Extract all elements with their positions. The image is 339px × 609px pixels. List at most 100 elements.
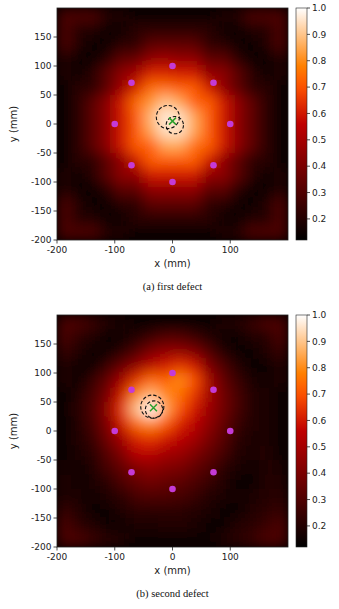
sensor: [169, 63, 176, 70]
heat-cell: [230, 446, 245, 461]
heat-cell: [129, 124, 144, 139]
heat-cell: [274, 139, 288, 154]
heat-cell: [230, 344, 245, 359]
heat-cell: [216, 359, 231, 374]
heat-cell: [216, 168, 231, 183]
colorbar-tick-label: 0.3: [312, 495, 326, 505]
sensor: [111, 428, 118, 435]
colorbar-tick-label: 0.4: [312, 468, 327, 478]
heat-cell: [245, 124, 260, 139]
heat-cell: [100, 66, 115, 81]
heat-cell: [57, 37, 72, 52]
heat-cell: [201, 359, 216, 374]
colorbar-tick: [307, 499, 310, 500]
heat-cell: [57, 124, 72, 139]
heat-cell: [71, 359, 86, 374]
heat-cell: [129, 23, 144, 38]
heat-cell: [230, 81, 245, 96]
heat-cell: [187, 66, 202, 81]
heat-cell: [259, 489, 274, 504]
heat-cell: [100, 8, 115, 23]
y-tick: [54, 124, 58, 125]
heat-cell: [274, 23, 288, 38]
heat-cell: [115, 66, 130, 81]
heat-cell: [115, 153, 130, 168]
colorbar-tick-label: 1.0: [312, 3, 327, 13]
heat-cell: [274, 168, 288, 183]
heat-cell: [71, 81, 86, 96]
heat-cell: [144, 66, 159, 81]
heat-cell: [259, 81, 274, 96]
heat-cell: [129, 330, 144, 345]
heat-cell: [57, 315, 72, 330]
heat-cell: [71, 52, 86, 67]
figure: -200-1000100-200-150-100-50050100150x (m…: [0, 0, 339, 609]
colorbar-tick: [307, 394, 310, 395]
heat-cell: [100, 402, 115, 417]
estimate-marker: [169, 118, 176, 125]
heat-cell: [259, 518, 274, 533]
y-tick-label: 50: [40, 397, 52, 407]
heat-cell: [187, 402, 202, 417]
heat-cell: [259, 8, 274, 23]
colorbar-tick-label: 0.6: [312, 416, 327, 426]
heat-cell: [245, 373, 260, 388]
heat-cell: [230, 95, 245, 110]
heat-cell: [274, 52, 288, 67]
heat-cell: [245, 197, 260, 212]
heat-cell: [274, 211, 288, 226]
heat-cell: [71, 533, 86, 548]
plot-bg: [57, 315, 288, 547]
heat-cell: [201, 52, 216, 67]
heat-cell: [144, 95, 159, 110]
heat-cell: [115, 359, 130, 374]
y-tick: [54, 66, 58, 67]
heat-cell: [71, 402, 86, 417]
heat-cell: [245, 52, 260, 67]
heat-cell: [71, 23, 86, 38]
heat-cell: [115, 8, 130, 23]
colorbar-tick-label: 0.2: [312, 214, 326, 224]
heat-cell: [201, 139, 216, 154]
heat-cell: [245, 8, 260, 23]
heat-cell: [115, 315, 130, 330]
heat-cell: [173, 417, 188, 432]
heat-cell: [245, 518, 260, 533]
heat-cell: [201, 504, 216, 519]
heat-cell: [158, 388, 173, 403]
heat-cell: [201, 315, 216, 330]
heat-cell: [259, 460, 274, 475]
heat-cell: [201, 124, 216, 139]
heat-cell: [57, 518, 72, 533]
heat-cell: [144, 168, 159, 183]
heat-cell: [230, 518, 245, 533]
colorbar-tick-label: 0.6: [312, 109, 327, 119]
heat-cell: [216, 373, 231, 388]
colorbar-tick: [307, 420, 310, 421]
heat-cell: [158, 211, 173, 226]
y-tick: [54, 37, 58, 38]
panel: -200-1000100-200-150-100-50050100150x (m…: [8, 3, 327, 293]
y-tick-label: -50: [37, 148, 52, 158]
heat-cell: [144, 359, 159, 374]
y-tick: [54, 344, 58, 345]
heat-cell: [274, 124, 288, 139]
heat-cell: [86, 359, 101, 374]
heat-cell: [71, 373, 86, 388]
heat-cell: [57, 52, 72, 67]
heat-cell: [259, 139, 274, 154]
heat-cell: [245, 402, 260, 417]
heat-cell: [144, 475, 159, 490]
heat-cell: [259, 153, 274, 168]
sensor: [111, 121, 118, 128]
heat-cell: [230, 182, 245, 197]
heat-cell: [187, 344, 202, 359]
heat-cell: [100, 489, 115, 504]
heat-cell: [230, 211, 245, 226]
heat-cell: [259, 182, 274, 197]
heat-cell: [71, 446, 86, 461]
heat-cell: [100, 37, 115, 52]
heat-cell: [129, 110, 144, 125]
heat-cell: [201, 182, 216, 197]
x-tick: [57, 240, 58, 244]
